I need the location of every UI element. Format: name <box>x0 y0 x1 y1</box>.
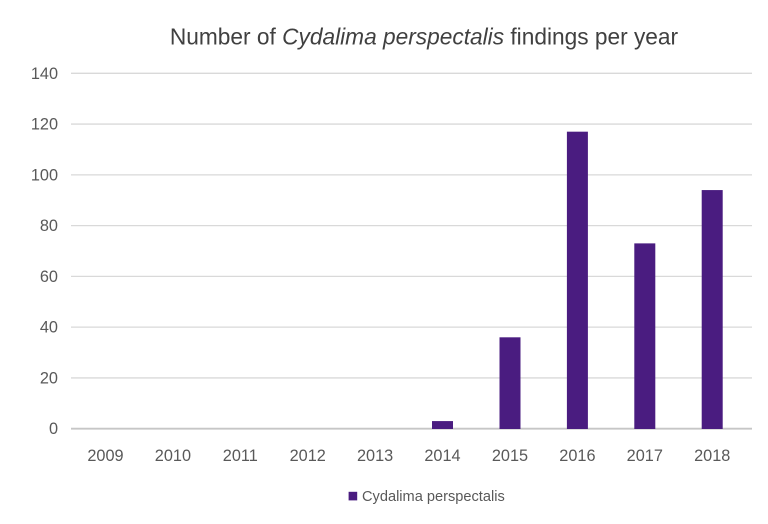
svg-text:60: 60 <box>40 268 58 286</box>
svg-text:Cydalima perspectalis: Cydalima perspectalis <box>362 489 505 505</box>
svg-text:0: 0 <box>49 420 58 438</box>
svg-text:2009: 2009 <box>87 447 123 465</box>
svg-text:120: 120 <box>31 116 58 134</box>
svg-text:2011: 2011 <box>223 447 258 465</box>
svg-text:140: 140 <box>31 65 58 83</box>
svg-text:2016: 2016 <box>559 447 595 465</box>
svg-text:2010: 2010 <box>155 447 191 465</box>
svg-text:100: 100 <box>31 166 58 184</box>
svg-text:20: 20 <box>40 369 58 387</box>
svg-text:Number of Cydalima perspectali: Number of Cydalima perspectalis findings… <box>170 23 679 49</box>
svg-text:2017: 2017 <box>627 447 663 465</box>
svg-text:2012: 2012 <box>290 447 326 465</box>
svg-text:2018: 2018 <box>694 447 730 465</box>
svg-text:40: 40 <box>40 319 58 337</box>
svg-text:2014: 2014 <box>424 447 460 465</box>
svg-text:80: 80 <box>40 217 58 235</box>
svg-text:2015: 2015 <box>492 447 528 465</box>
svg-text:2013: 2013 <box>357 447 393 465</box>
